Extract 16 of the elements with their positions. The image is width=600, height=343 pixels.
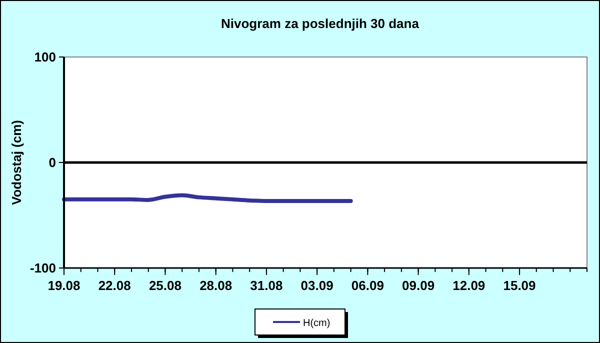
legend-label: H(cm) <box>303 318 330 329</box>
y-tick-label: -100 <box>30 260 56 276</box>
x-tick-label: 15.09 <box>503 278 536 293</box>
y-tick-label: 0 <box>48 155 56 170</box>
y-axis-title: Vodostaj (cm) <box>9 120 24 205</box>
x-tick-label: 31.08 <box>250 278 283 293</box>
x-tick-label: 28.08 <box>200 278 232 293</box>
chart-title: Nivogram za poslednjih 30 dana <box>221 16 420 31</box>
x-tick-label: 09.09 <box>402 278 435 293</box>
x-tick-label: 22.08 <box>98 278 131 293</box>
x-tick-label: 06.09 <box>351 278 384 293</box>
x-tick-label: 12.09 <box>452 278 486 293</box>
x-tick-label: 25.08 <box>148 278 182 293</box>
x-tick-label: 19.08 <box>48 278 80 293</box>
y-tick-label: 100 <box>34 50 56 64</box>
x-tick-label: 03.09 <box>300 278 334 293</box>
